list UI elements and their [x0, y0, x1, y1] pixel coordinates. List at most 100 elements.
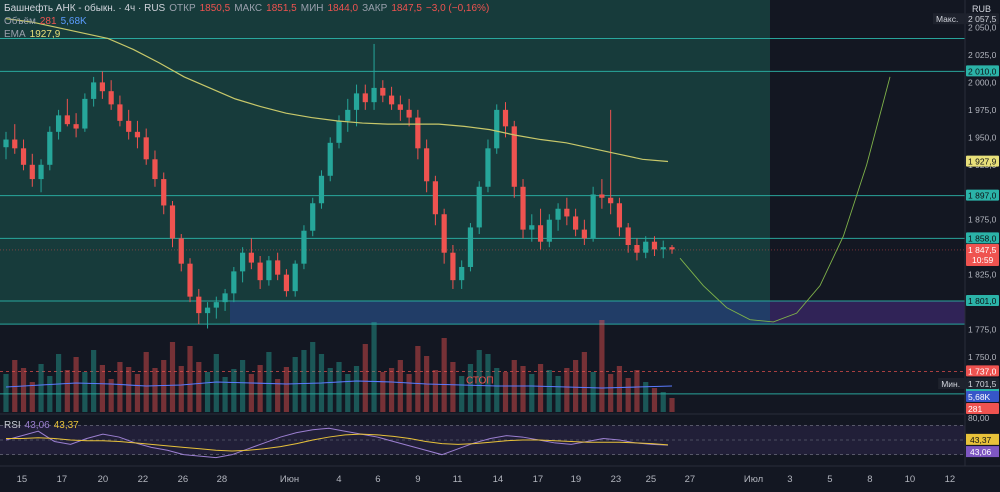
price-marker	[966, 365, 999, 377]
volume-bar	[485, 354, 491, 412]
candle-body	[20, 148, 27, 165]
candle-body	[310, 203, 316, 231]
x-tick-label: 8	[867, 474, 872, 485]
volume-value: 281	[39, 16, 57, 27]
price-marker-label-bg	[933, 13, 965, 25]
volume-bar	[573, 360, 579, 412]
volume-bar	[257, 365, 263, 412]
candle-body	[204, 307, 211, 314]
candle-body	[283, 274, 290, 292]
volume-bar	[494, 368, 500, 412]
candle-body	[12, 139, 18, 149]
volume-bar	[301, 350, 307, 412]
volume-bar	[126, 367, 132, 412]
candle	[388, 86, 395, 110]
candle-body	[555, 208, 561, 220]
candle	[441, 208, 447, 264]
rsi-ma-value: 43,37	[53, 420, 79, 431]
rsi-marker	[966, 446, 999, 458]
price-marker-value: 2 057,5	[968, 14, 997, 24]
candle	[511, 120, 517, 198]
volume-bar	[82, 372, 88, 412]
price-marker	[966, 232, 999, 244]
candle-body	[3, 139, 9, 148]
candle-body	[108, 91, 114, 105]
candle-body	[134, 131, 141, 138]
price-marker-value: 1 858,0	[968, 233, 997, 243]
candle-body	[424, 148, 430, 182]
volume-bar	[3, 374, 9, 412]
volume-bar	[432, 370, 438, 412]
candle	[564, 197, 570, 226]
candle	[608, 109, 614, 215]
candle-body	[573, 216, 579, 230]
volume-bar	[397, 360, 403, 412]
volume-bar	[196, 362, 202, 412]
candle	[99, 71, 105, 99]
candle	[204, 302, 211, 329]
candle	[406, 98, 412, 127]
candle	[520, 179, 526, 239]
candle-body	[406, 109, 412, 118]
candle	[3, 131, 9, 160]
candle-body	[511, 126, 517, 187]
price-marker-value: 2 010,0	[968, 66, 997, 76]
x-tick-label: 15	[17, 474, 28, 485]
symbol-title[interactable]: Башнефть АНК - обыкн. · 4ч · RUS	[4, 3, 166, 14]
candle-body	[669, 247, 675, 250]
candle	[187, 258, 193, 303]
price-marker	[966, 65, 999, 77]
volume-bar	[651, 388, 658, 412]
blue-zone	[230, 301, 770, 325]
candle-body	[581, 229, 587, 239]
x-tick-label: 9	[415, 474, 420, 485]
candle-body	[546, 219, 552, 242]
y-tick-label: 1 775,0	[968, 325, 997, 335]
candle	[651, 236, 658, 256]
x-tick-label: 17	[57, 474, 68, 485]
candle	[502, 102, 509, 138]
volume-bar	[388, 368, 395, 412]
volume-bar	[99, 365, 105, 412]
candle	[161, 172, 167, 215]
x-tick-label: 28	[217, 474, 228, 485]
ema-value: 1927,9	[29, 29, 61, 40]
volume-bar	[266, 352, 272, 412]
candle-body	[537, 225, 544, 242]
y-tick-label: 2 000,0	[968, 77, 997, 87]
candle-body	[336, 120, 342, 143]
volume-bar	[608, 374, 614, 412]
volume-bar	[117, 362, 123, 412]
candle-body	[161, 179, 167, 206]
volume-row[interactable]: Объём 281 5,68K	[4, 15, 489, 28]
volume-bar	[616, 366, 623, 412]
candle-body	[99, 82, 105, 92]
candle	[450, 245, 456, 289]
candle	[660, 240, 666, 259]
candle-body	[634, 245, 640, 253]
candle-body	[213, 302, 219, 308]
candle-body	[55, 115, 62, 132]
volume-bar	[467, 364, 474, 412]
candle	[257, 255, 263, 289]
volume-bar	[20, 368, 27, 412]
volume-bar	[187, 346, 193, 412]
candle-body	[64, 115, 70, 125]
candle	[240, 247, 246, 283]
price-marker	[966, 391, 999, 402]
candle-body	[301, 230, 307, 264]
candle-body	[608, 197, 614, 204]
y-tick-label: 1 875,0	[968, 215, 997, 225]
candle-body	[485, 148, 491, 187]
x-tick-label: 10	[905, 474, 916, 485]
rsi-header[interactable]: RSI 43,06 43,37	[4, 420, 79, 431]
price-marker-value: 1 847,5	[968, 245, 997, 255]
ema-row[interactable]: EMA 1927,9	[4, 28, 489, 41]
volume-bar	[529, 374, 535, 412]
price-marker	[966, 13, 999, 25]
volume-bar	[248, 374, 254, 412]
candle	[301, 225, 307, 270]
candle	[47, 126, 53, 171]
